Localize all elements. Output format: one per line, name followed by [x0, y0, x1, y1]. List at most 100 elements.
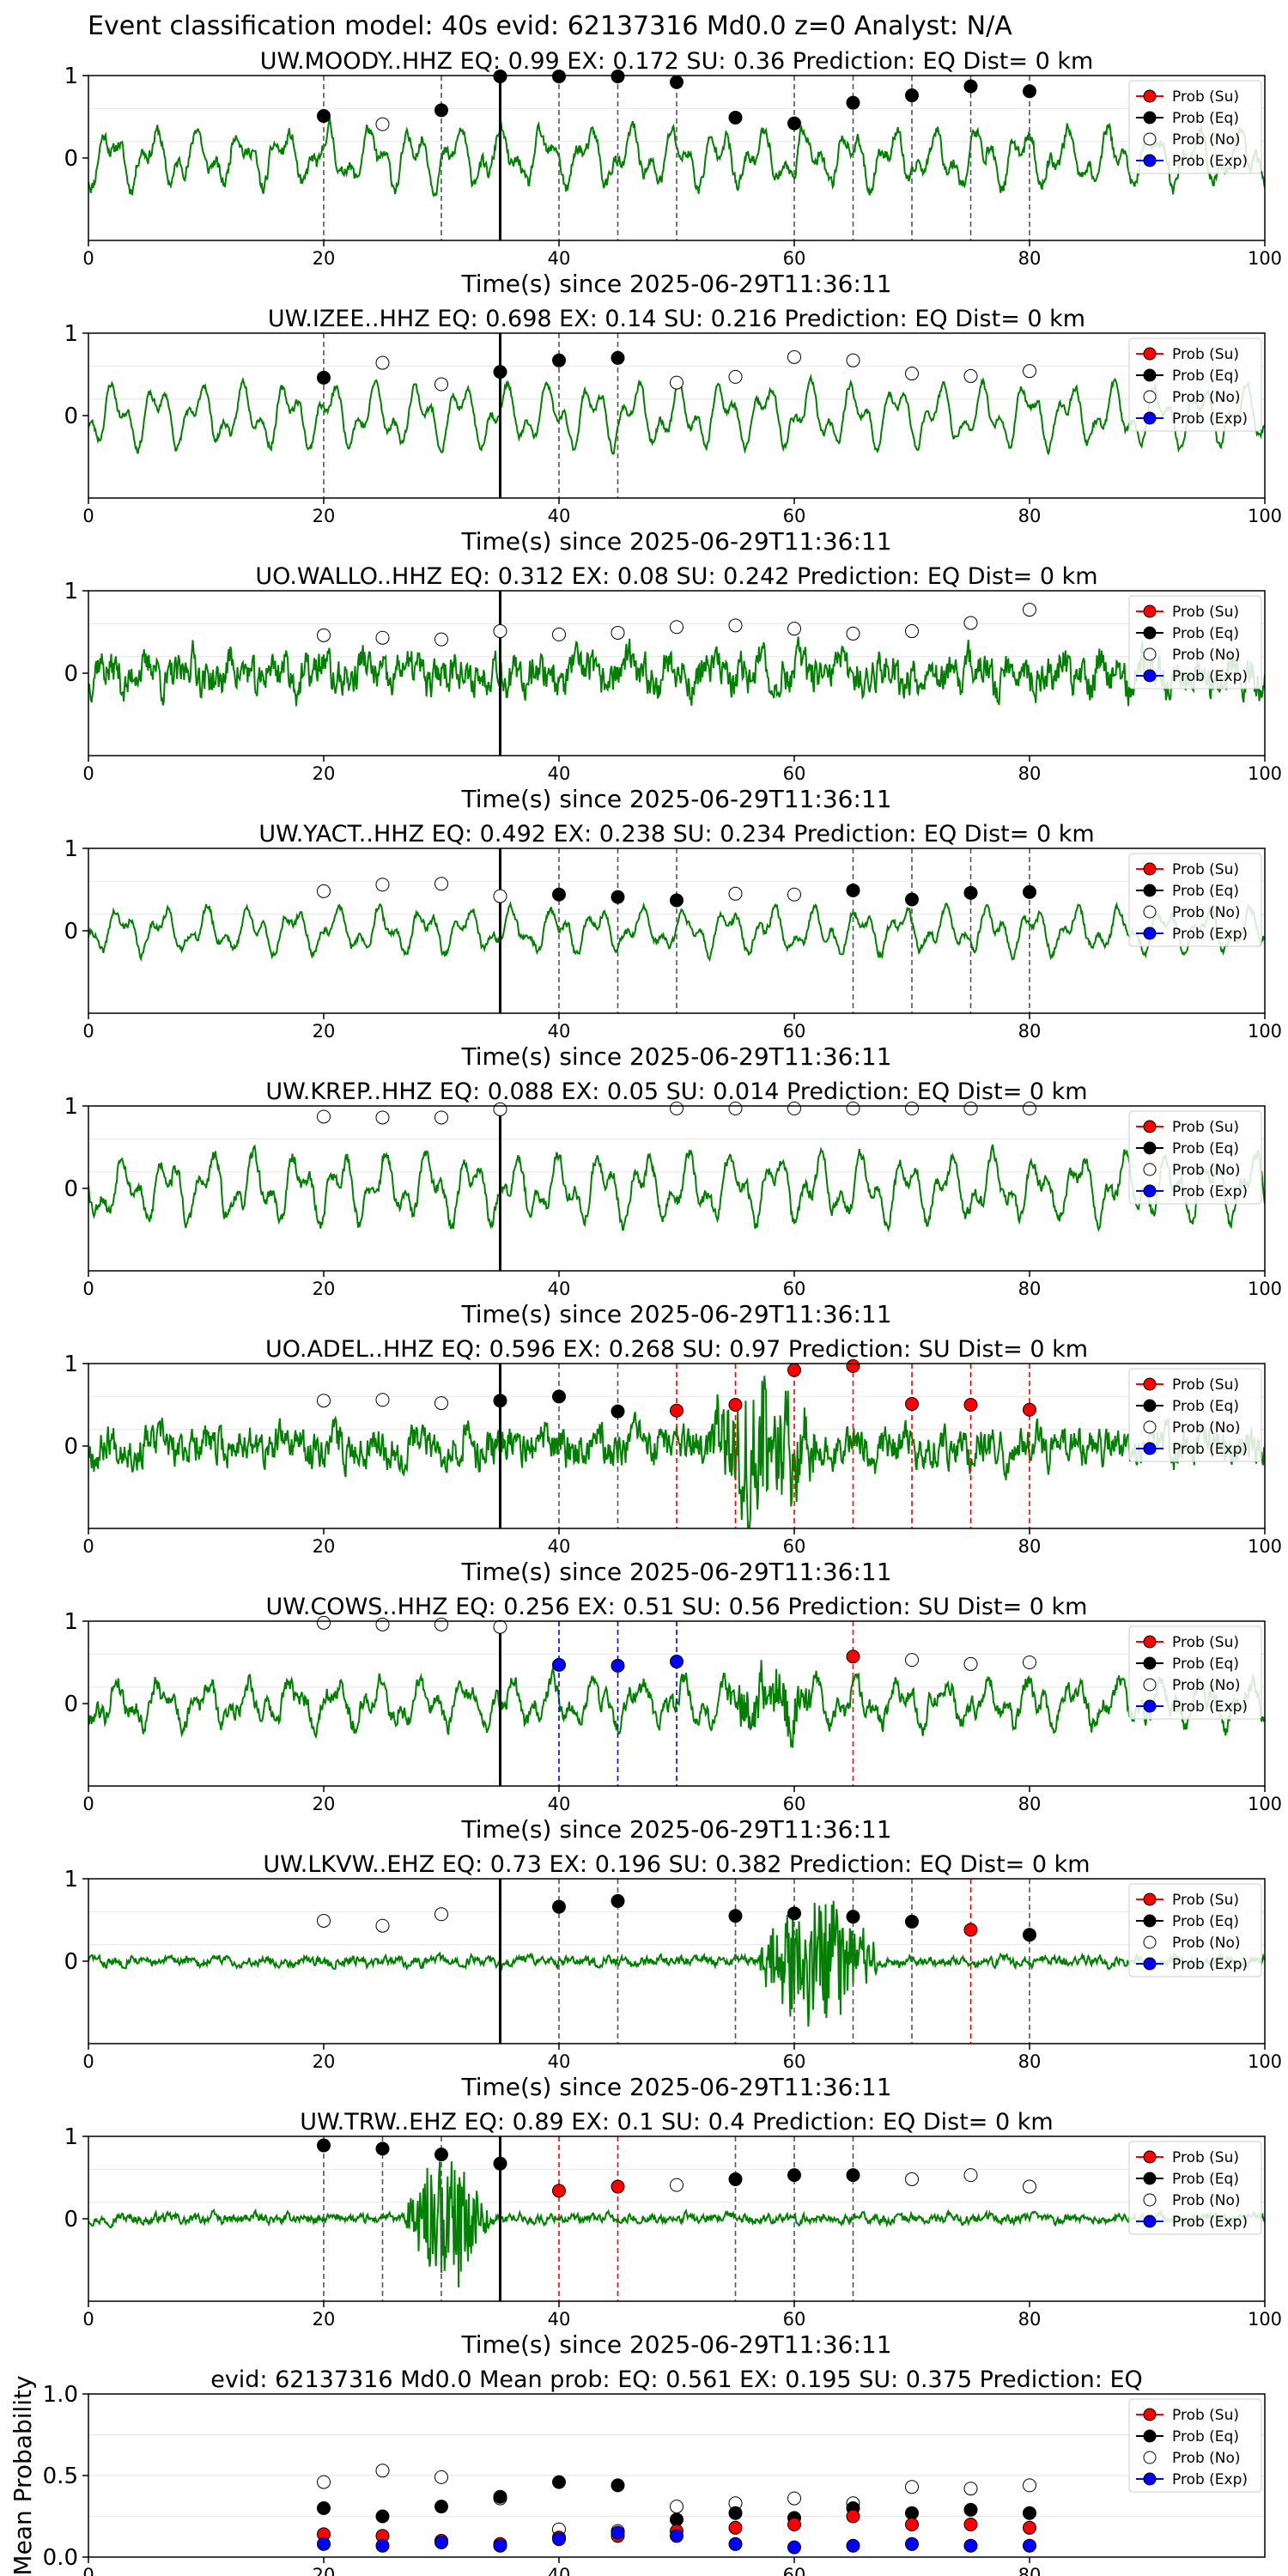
- prob-eq-point: [493, 69, 507, 83]
- prob-no-point: [1023, 364, 1036, 379]
- legend-label: Prob (Su): [1172, 2149, 1239, 2166]
- legend-label: Prob (Exp): [1172, 1956, 1248, 1973]
- prob-eq-point: [670, 75, 683, 89]
- x-tick-label: 0: [82, 248, 94, 269]
- prob-eq-point: [963, 79, 978, 94]
- panel-title: UW.YACT..HHZ EQ: 0.492 EX: 0.238 SU: 0.2…: [258, 821, 1094, 848]
- y-tick-label: 0: [64, 1434, 78, 1460]
- legend-label: Prob (Su): [1172, 861, 1239, 878]
- prob-eq-point: [552, 353, 566, 368]
- prob-no-point: [670, 2500, 683, 2514]
- prob-eq-point: [787, 116, 801, 131]
- x-tick-label: 40: [548, 506, 571, 526]
- plot-area: [88, 1106, 1265, 1271]
- prob-su-point: [846, 1649, 860, 1664]
- legend-marker-exp: [1143, 411, 1157, 425]
- prob-eq-point: [963, 885, 978, 900]
- prob-exp-point: [963, 2538, 978, 2553]
- x-tick-label: 100: [1248, 248, 1282, 269]
- axes-frame: [88, 332, 1266, 499]
- legend-label: Prob (No): [1172, 1935, 1241, 1952]
- legend-marker-exp: [1143, 669, 1157, 683]
- x-tick-label: 100: [1248, 763, 1282, 784]
- prob-su-point: [670, 1403, 683, 1418]
- prob-no-point: [905, 624, 919, 639]
- legend-box: [1128, 80, 1262, 174]
- x-tick-label: 60: [783, 1536, 806, 1557]
- x-tick-label: 60: [783, 1279, 806, 1299]
- y-tick-label: 0: [64, 661, 78, 687]
- x-tick-label: 20: [313, 1279, 336, 1299]
- prob-eq-point: [1023, 84, 1036, 99]
- legend-label: Prob (Exp): [1172, 2214, 1248, 2231]
- prob-eq-point: [728, 2172, 743, 2186]
- y-tick-label: 1: [64, 1094, 78, 1120]
- prob-eq-point: [846, 1910, 860, 1924]
- legend-marker-no: [1143, 2451, 1157, 2464]
- prob-exp-point: [905, 2537, 919, 2551]
- prob-su-point: [787, 1363, 801, 1377]
- y-tick-label: 0: [64, 1949, 78, 1975]
- plot-area: [88, 76, 1265, 240]
- x-tick-label: 60: [783, 506, 806, 526]
- legend-label: Prob (Exp): [1172, 1183, 1248, 1200]
- legend-label: Prob (Su): [1172, 1892, 1239, 1909]
- x-tick-label: 20: [313, 248, 336, 269]
- legend-label: Prob (No): [1172, 1677, 1241, 1694]
- prob-eq-point: [787, 2168, 801, 2183]
- prob-no-point: [434, 632, 448, 647]
- prob-exp-point: [787, 2540, 801, 2555]
- x-tick-label: 100: [1248, 1021, 1282, 1042]
- legend-marker-su: [1143, 862, 1157, 876]
- prob-su-point: [552, 2184, 566, 2198]
- x-tick-label: 0: [82, 1794, 94, 1814]
- prob-eq-point: [846, 2168, 860, 2183]
- waveform-trace: [88, 2161, 1265, 2287]
- prob-exp-point: [611, 1658, 625, 1673]
- legend-label: Prob (No): [1172, 904, 1241, 921]
- legend-marker-exp: [1143, 2472, 1157, 2486]
- x-tick-label: 100: [1248, 1279, 1282, 1299]
- prob-eq-point: [317, 370, 331, 385]
- legend-label: Prob (Exp): [1172, 2471, 1248, 2488]
- legend-label: Prob (Exp): [1172, 668, 1248, 685]
- legend-marker-eq: [1143, 1141, 1157, 1155]
- prob-no-point: [434, 1110, 448, 1125]
- prob-su-point: [611, 2179, 625, 2194]
- legend-label: Prob (Eq): [1172, 1913, 1239, 1930]
- x-tick-label: 40: [548, 763, 571, 784]
- legend-label: Prob (Su): [1172, 1634, 1239, 1651]
- prob-su-point: [728, 1398, 743, 1412]
- prob-no-point: [728, 1101, 743, 1115]
- prob-eq-point: [1023, 884, 1036, 899]
- x-tick-label: 40: [548, 1794, 571, 1814]
- legend-label: Prob (Eq): [1172, 1140, 1239, 1157]
- legend-label: Prob (Eq): [1172, 368, 1239, 385]
- legend-label: Prob (Su): [1172, 1376, 1239, 1394]
- x-axis-label: Time(s) since 2025-06-29T11:36:11: [460, 270, 891, 298]
- legend-label: Prob (Exp): [1172, 926, 1248, 943]
- prob-no-point: [375, 355, 390, 370]
- panel-title: UW.IZEE..HHZ EQ: 0.698 EX: 0.14 SU: 0.21…: [268, 306, 1085, 332]
- y-tick-label: 1: [64, 1609, 78, 1635]
- prob-su-point: [728, 2520, 743, 2535]
- x-tick-label: 0: [82, 506, 94, 526]
- legend-marker-exp: [1143, 1957, 1157, 1971]
- plot-area: [88, 2394, 1265, 2517]
- prob-exp-point: [611, 2525, 625, 2540]
- plot-area: [88, 1621, 1265, 1786]
- prob-eq-point: [1023, 1928, 1036, 1942]
- legend-label: Prob (Su): [1172, 1119, 1239, 1136]
- prob-no-point: [963, 2482, 978, 2496]
- plot-area: [88, 333, 1265, 498]
- prob-no-point: [317, 1913, 331, 1928]
- plot-area: [88, 2136, 1265, 2301]
- y-tick-label: 1: [64, 1352, 78, 1377]
- x-axis-label: Time(s) since 2025-06-29T11:36:11: [460, 1815, 891, 1844]
